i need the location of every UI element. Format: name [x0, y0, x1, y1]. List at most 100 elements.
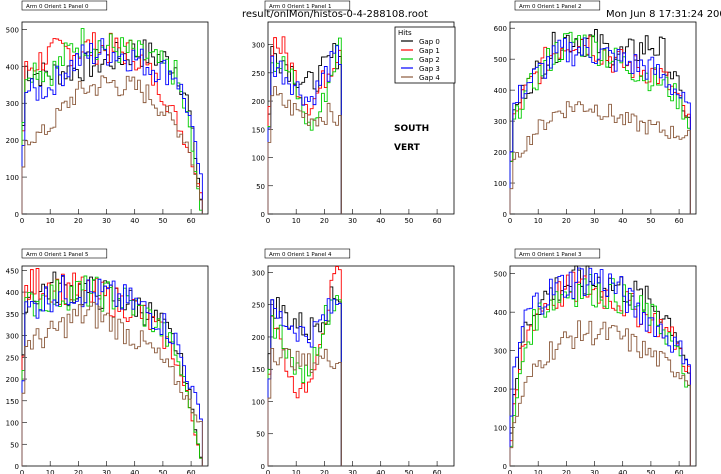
y-tick-label: 50 — [10, 441, 19, 449]
x-tick-label: 0 — [266, 217, 270, 225]
series-gap-3 — [267, 45, 342, 214]
x-tick-label: 10 — [292, 469, 301, 474]
y-tick-label: 400 — [494, 87, 507, 95]
y-tick-label: 0 — [503, 463, 507, 471]
y-tick-label: 250 — [252, 70, 265, 78]
x-tick-label: 40 — [618, 469, 627, 474]
series-gap-4 — [509, 320, 691, 466]
y-tick-label: 150 — [252, 366, 265, 374]
series-gap-3 — [509, 37, 691, 214]
series-gap-4 — [267, 86, 342, 214]
panel-title: Arm 0 Orient 1 Panel 4 — [269, 252, 332, 258]
x-tick-label: 10 — [292, 217, 301, 225]
y-tick-label: 200 — [6, 137, 19, 145]
legend-label: Gap 0 — [419, 38, 440, 46]
series-gap-1 — [509, 271, 691, 466]
plot-frame — [509, 265, 697, 467]
y-tick-label: 300 — [252, 269, 265, 277]
legend-label: Gap 2 — [419, 56, 440, 64]
x-tick-label: 20 — [74, 469, 83, 474]
y-tick-label: 400 — [6, 63, 19, 71]
y-tick-label: 200 — [494, 386, 507, 394]
y-tick-label: 500 — [494, 56, 507, 64]
y-tick-label: 450 — [6, 267, 19, 275]
x-tick-label: 20 — [320, 217, 329, 225]
histogram-panel-2: Arm 0 Orient 1 Panel 2010020030040050060… — [494, 0, 697, 225]
x-tick-label: 0 — [266, 469, 270, 474]
panel-title: Arm 0 Orient 1 Panel 1 — [269, 4, 332, 10]
x-tick-label: 20 — [74, 217, 83, 225]
x-tick-label: 50 — [646, 469, 655, 474]
y-tick-label: 300 — [6, 100, 19, 108]
x-tick-label: 50 — [158, 217, 167, 225]
series-gap-4 — [21, 301, 203, 466]
y-tick-label: 150 — [6, 398, 19, 406]
y-tick-label: 0 — [503, 211, 507, 219]
legend-label: Gap 1 — [419, 47, 440, 55]
series-gap-2 — [509, 31, 691, 214]
legend-label: Gap 3 — [419, 65, 440, 73]
y-tick-label: 150 — [252, 126, 265, 134]
panel-title: Arm 0 Orient 1 Panel 5 — [26, 252, 89, 258]
x-tick-label: 50 — [404, 217, 413, 225]
histogram-panel-3: Arm 0 Orient 1 Panel 5050100150200250300… — [6, 248, 209, 474]
series-gap-1 — [21, 268, 203, 466]
series-gap-4 — [267, 347, 342, 466]
panel-title-box — [514, 248, 601, 259]
x-tick-label: 60 — [675, 469, 684, 474]
x-tick-label: 20 — [562, 469, 571, 474]
y-tick-label: 300 — [252, 42, 265, 50]
panel-title-box — [264, 0, 351, 11]
series-gap-3 — [21, 274, 203, 466]
timestamp: Mon Jun 8 17:31:24 2009 — [606, 9, 721, 20]
x-tick-label: 60 — [433, 217, 442, 225]
plot-frame — [509, 21, 697, 215]
panel-title: Arm 0 Orient 1 Panel 0 — [26, 4, 89, 10]
y-tick-label: 250 — [252, 302, 265, 310]
y-tick-label: 50 — [256, 183, 265, 191]
x-tick-label: 40 — [130, 217, 139, 225]
x-tick-label: 40 — [376, 469, 385, 474]
x-tick-label: 30 — [102, 469, 111, 474]
series-gap-2 — [267, 295, 342, 466]
series-gap-0 — [21, 39, 203, 214]
x-tick-label: 50 — [646, 217, 655, 225]
x-tick-label: 50 — [158, 469, 167, 474]
y-tick-label: 100 — [494, 180, 507, 188]
legend-label: Gap 4 — [419, 74, 440, 82]
y-tick-label: 500 — [494, 271, 507, 279]
x-tick-label: 60 — [675, 217, 684, 225]
y-tick-label: 0 — [261, 463, 265, 471]
annotation-vert: VERT — [394, 143, 421, 153]
legend-box — [394, 26, 456, 84]
x-tick-label: 20 — [562, 217, 571, 225]
series-gap-2 — [21, 275, 203, 466]
y-tick-label: 0 — [15, 463, 19, 471]
histogram-panel-5: Arm 0 Orient 1 Panel 3 0 100 200 300 400 500 0 1… — [494, 248, 697, 474]
x-tick-label: 0 — [508, 217, 512, 225]
y-tick-label: 0 — [15, 211, 19, 219]
x-tick-label: 60 — [433, 469, 442, 474]
series-gap-2 — [509, 273, 691, 466]
x-tick-label: 30 — [348, 469, 357, 474]
histogram-panel-1: Arm 0 Orient 1 Panel 1050100150200250300… — [252, 0, 455, 225]
y-tick-label: 200 — [494, 149, 507, 157]
y-tick-label: 500 — [6, 26, 19, 34]
histogram-panel-0: Arm 0 Orient 1 Panel 0 0 100 200 300 400 500 0 1… — [6, 0, 209, 225]
y-tick-label: 300 — [494, 118, 507, 126]
x-tick-label: 60 — [187, 469, 196, 474]
x-tick-label: 30 — [348, 217, 357, 225]
y-tick-label: 100 — [494, 425, 507, 433]
file-label: result/onlMon/histos-0-4-288108.root — [242, 9, 428, 20]
series-gap-0 — [509, 29, 691, 214]
series-gap-4 — [509, 101, 691, 214]
panel-title-box — [264, 248, 351, 259]
y-tick-label: 350 — [6, 311, 19, 319]
y-tick-label: 400 — [494, 309, 507, 317]
y-tick-label: 200 — [252, 98, 265, 106]
x-tick-label: 50 — [404, 469, 413, 474]
x-tick-label: 40 — [376, 217, 385, 225]
y-tick-label: 200 — [252, 334, 265, 342]
y-tick-label: 300 — [6, 333, 19, 341]
